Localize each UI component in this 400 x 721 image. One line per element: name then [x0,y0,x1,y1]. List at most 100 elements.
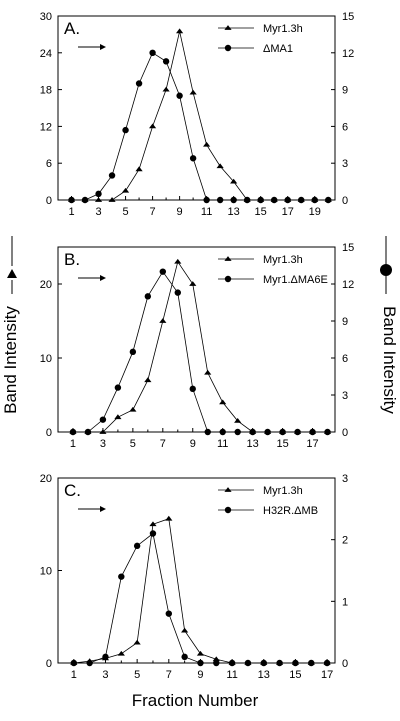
data-point-circle [70,659,78,667]
panel-label: C. [64,481,81,500]
x-tick-label: 1 [71,669,77,681]
legend-circle-marker [224,275,232,283]
left-axis-legend-symbol [7,236,17,294]
data-point-circle [270,196,278,204]
x-tick-label: 5 [122,206,128,218]
data-point-triangle [114,414,122,420]
data-point-circle [176,92,183,99]
x-tick-label: 9 [197,669,203,681]
data-point-triangle [189,281,197,286]
data-point-circle [213,659,220,667]
x-tick-label: 13 [247,438,259,450]
series-circle [69,268,331,436]
legend-circle-marker [224,44,232,52]
series-line [73,532,328,664]
legend-label: Myr1.3h [263,23,303,35]
data-point-circle [95,190,102,198]
data-point-triangle [133,639,141,645]
y-right-tick-label: 0 [342,427,348,439]
data-point-triangle [174,258,182,264]
data-point-circle [203,196,210,204]
data-point-triangle [203,141,211,147]
y-right-tick-label: 9 [342,316,348,328]
data-point-circle [189,385,196,393]
data-point-circle [311,196,318,204]
data-point-circle [135,80,143,87]
series-line [72,270,328,433]
right-y-axis-title: Band Intensity [380,306,399,414]
x-tick-label: 3 [95,206,101,218]
data-point-circle [308,659,315,667]
x-axis-title: Fraction Number [132,691,259,710]
y-right-tick-label: 9 [342,85,348,97]
y-left-tick-label: 10 [40,353,52,365]
legend-label: Myr1.3h [263,485,303,497]
y-right-tick-label: 1 [342,596,348,608]
data-point-circle [174,289,181,296]
direction-arrow-head [100,275,106,281]
data-point-circle [162,58,170,65]
right-axis-legend-symbol [380,236,392,294]
data-point-triangle [121,187,130,193]
data-point-circle [122,126,129,134]
data-point-circle [298,196,305,204]
data-point-circle [129,348,137,356]
legend-label: ΔMA1 [263,43,293,55]
y-left-tick-label: 12 [40,121,52,133]
x-tick-label: 13 [228,206,240,218]
data-point-circle [181,653,188,661]
data-point-circle [99,416,107,423]
data-point-triangle [99,429,107,434]
x-tick-label: 11 [201,206,212,218]
data-point-circle [114,384,122,391]
data-point-circle [204,428,211,436]
data-point-triangle [204,369,212,375]
data-point-circle [228,659,236,667]
data-point-triangle [135,166,143,172]
x-tick-label: 17 [321,669,333,681]
data-point-circle [292,659,299,667]
data-point-circle [244,659,252,667]
data-point-triangle [196,650,205,656]
data-point-triangle [176,28,184,34]
data-point-circle [230,196,237,204]
data-point-triangle [149,521,157,527]
x-tick-label: 15 [276,438,288,450]
y-left-tick-label: 24 [40,48,52,60]
data-point-triangle [165,515,173,521]
x-tick-label: 5 [134,669,140,681]
data-point-circle [69,428,77,436]
data-point-circle [149,49,156,56]
series-line [73,518,328,664]
data-point-circle [249,428,256,436]
data-point-circle [234,428,241,436]
y-left-tick-label: 0 [46,658,52,670]
y-right-tick-label: 0 [342,195,348,207]
data-point-circle [257,196,264,204]
x-tick-label: 15 [255,206,267,218]
data-point-triangle [108,197,116,202]
y-right-tick-label: 3 [342,158,348,170]
data-point-triangle [216,163,224,169]
y-left-tick-label: 30 [40,11,52,23]
x-tick-label: 7 [166,669,172,681]
y-left-tick-label: 6 [46,158,52,170]
x-tick-label: 11 [217,438,228,450]
x-tick-label: 13 [258,669,270,681]
series-line [72,260,328,433]
data-point-circle [325,196,332,204]
x-tick-label: 15 [289,669,301,681]
data-point-circle [324,428,331,436]
data-point-circle [260,659,267,667]
y-right-tick-label: 6 [342,353,348,365]
y-right-tick-label: 3 [342,473,348,485]
y-right-tick-label: 2 [342,535,348,547]
x-tick-label: 17 [282,206,294,218]
x-tick-label: 1 [70,438,76,450]
data-point-circle [118,573,125,580]
data-point-circle [189,155,197,162]
data-point-circle [197,659,204,667]
